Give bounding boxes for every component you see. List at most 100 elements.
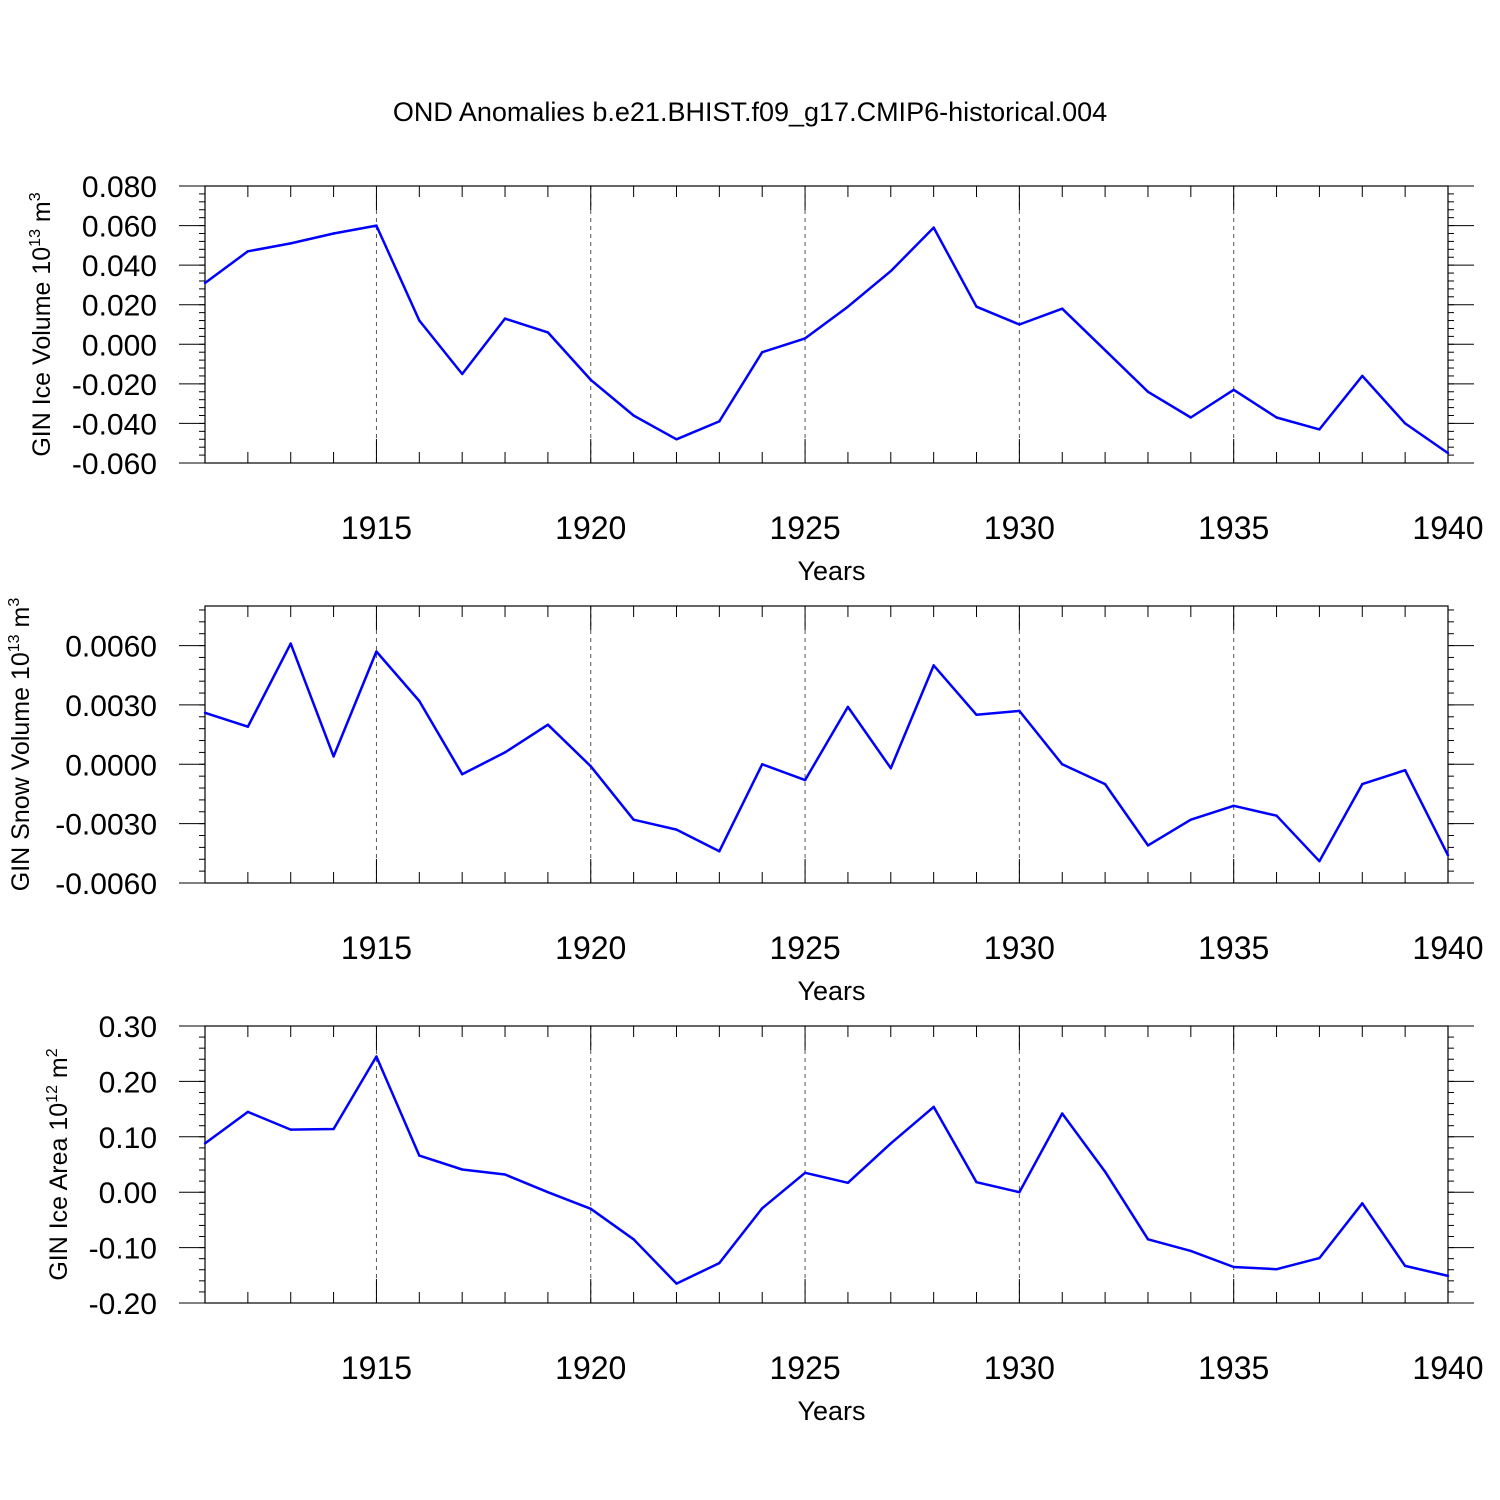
data-point	[846, 305, 850, 308]
data-point	[589, 1207, 592, 1211]
data-point	[1061, 307, 1064, 310]
x-axis-label: Years	[797, 1396, 865, 1426]
data-point	[846, 1181, 850, 1184]
data-point	[1232, 388, 1235, 391]
panel-1: 0.080 0.060 0.040 0.020 0.000 -0.020 -0.040 -0.…	[27, 171, 1484, 586]
y-tick-label: -0.10	[89, 1233, 157, 1266]
data-point	[803, 778, 807, 782]
data-point	[503, 317, 507, 320]
data-point	[803, 1171, 807, 1175]
y-tick-label: -0.0060	[55, 868, 157, 901]
x-tick-label: 1925	[769, 930, 840, 966]
data-point	[1403, 1264, 1407, 1268]
series-line	[204, 1055, 1449, 1285]
x-tick-label: 1920	[555, 930, 626, 966]
data-point	[332, 1127, 335, 1131]
data-point	[1189, 416, 1193, 419]
data-point	[203, 711, 207, 715]
data-point	[1446, 1274, 1450, 1278]
y-axis-label: GIN Ice Volume 1013 m3	[27, 192, 56, 456]
data-point	[418, 1154, 421, 1157]
x-tick-label: 1920	[555, 1350, 626, 1386]
data-point	[632, 1238, 635, 1241]
x-tick-label: 1935	[1198, 510, 1269, 546]
plot-frame	[204, 185, 1449, 464]
data-point	[203, 281, 207, 285]
data-point	[1232, 1265, 1235, 1269]
data-point	[675, 438, 678, 441]
data-point	[375, 1055, 378, 1058]
data-point	[418, 319, 421, 322]
data-point	[289, 242, 292, 245]
data-point	[932, 226, 935, 229]
series-line	[204, 642, 1450, 863]
data-point	[975, 305, 978, 308]
data-point	[503, 751, 507, 754]
data-point	[418, 699, 421, 703]
data-point	[1318, 860, 1321, 863]
data-point	[1061, 1112, 1064, 1115]
x-tick-label: 1915	[341, 930, 412, 966]
data-point	[761, 1207, 764, 1210]
data-point	[1275, 814, 1278, 817]
data-point	[889, 767, 892, 770]
y-tick-label: 0.30	[99, 1011, 157, 1044]
data-point	[289, 642, 292, 645]
y-tick-label: -0.060	[72, 448, 157, 481]
x-tick-label: 1915	[341, 1350, 412, 1386]
data-point	[546, 331, 550, 334]
y-tick-label: -0.020	[72, 369, 157, 402]
y-tick-label: 0.000	[82, 329, 157, 362]
data-point	[546, 1191, 550, 1194]
y-axis-label: GIN Snow Volume 1013 m3	[6, 598, 35, 892]
series-line	[204, 224, 1449, 455]
y-tick-label: 0.10	[99, 1122, 157, 1155]
x-tick-label: 1925	[769, 1350, 840, 1386]
data-point	[975, 1181, 978, 1184]
data-point	[1446, 451, 1450, 455]
data-point	[589, 378, 592, 382]
data-point	[460, 372, 464, 376]
data-point	[1061, 763, 1064, 766]
data-point	[1018, 1191, 1021, 1194]
data-point	[1189, 818, 1193, 821]
data-point	[718, 420, 721, 423]
data-point	[1018, 323, 1021, 326]
data-point	[246, 725, 250, 728]
data-point	[975, 713, 978, 717]
data-point	[1103, 349, 1107, 352]
y-tick-label: 0.060	[82, 211, 157, 244]
y-tick-label: 0.0060	[65, 631, 157, 664]
data-point	[375, 650, 378, 653]
x-tick-label: 1930	[984, 930, 1055, 966]
x-axis-label: Years	[797, 556, 865, 586]
x-tick-label: 1920	[555, 510, 626, 546]
y-tick-label: 0.020	[82, 290, 157, 323]
data-point	[460, 1168, 464, 1171]
data-point	[375, 224, 378, 227]
data-point	[332, 232, 335, 235]
x-tick-label: 1940	[1412, 930, 1483, 966]
panel-3: 0.30 0.20 0.10 0.00 -0.10 -0.20 1915 1920 1925 19…	[44, 1011, 1484, 1426]
data-point	[1361, 782, 1364, 786]
data-point	[932, 664, 935, 667]
data-point	[718, 850, 721, 853]
data-point	[632, 818, 635, 821]
y-tick-label: 0.0000	[65, 749, 157, 782]
data-point	[1275, 1268, 1278, 1271]
data-point	[761, 763, 764, 766]
data-point	[1403, 422, 1407, 425]
y-tick-label: 0.080	[82, 171, 157, 204]
x-axis-label: Years	[797, 976, 865, 1006]
data-point	[1189, 1249, 1193, 1253]
data-point	[1146, 1238, 1150, 1241]
data-point	[675, 828, 678, 831]
data-point	[1318, 428, 1321, 431]
data-point	[246, 1110, 250, 1114]
data-point	[632, 414, 635, 417]
data-point	[761, 351, 764, 354]
y-tick-label: 0.040	[82, 250, 157, 283]
y-tick-label: -0.0030	[55, 809, 157, 842]
x-tick-label: 1940	[1412, 1350, 1483, 1386]
